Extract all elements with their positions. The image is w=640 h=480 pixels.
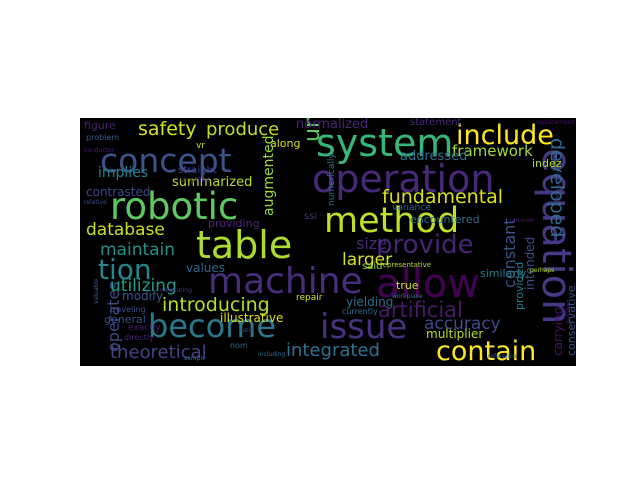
word-yielding: yielding — [346, 295, 394, 309]
word-repair: repair — [296, 293, 323, 303]
word-modify: modify — [122, 289, 164, 303]
word-reference: reference — [488, 353, 517, 360]
word-values: values — [186, 261, 226, 275]
word-tion: tion — [98, 253, 152, 286]
word-carrying: carrying — [551, 306, 565, 356]
word-ratio: ratio — [240, 327, 254, 334]
word-theoretical: theoretical — [110, 342, 207, 363]
word-simplified: simplified — [180, 177, 210, 184]
word-relative: relative — [84, 199, 107, 206]
word-ssi: ssi — [304, 211, 318, 222]
word-replacement: replacement — [536, 119, 574, 126]
word-robotic: robotic — [110, 185, 239, 228]
word-indez: indez — [532, 157, 562, 170]
word-true: true — [396, 279, 419, 292]
word-directly: directly — [124, 333, 154, 342]
word-summarized: summarized — [172, 175, 253, 190]
word-encountered: encountered — [410, 213, 480, 226]
word-allow: allow — [376, 261, 480, 307]
word-contrasted: contrasted — [86, 185, 151, 199]
word-size: size — [356, 234, 388, 253]
word-issue: issue — [320, 307, 408, 347]
word-perhaps: perhaps — [530, 267, 555, 274]
word-framework: framework — [452, 142, 533, 160]
word-traveling: traveling — [110, 305, 146, 314]
word-multiplier: multiplier — [426, 327, 484, 341]
word-illustrative: illustrative — [220, 311, 284, 325]
word-concept: concept — [100, 141, 232, 180]
word-accuracy: accuracy — [424, 314, 501, 334]
word-providing: providing — [208, 217, 260, 230]
word-numerically: numerically — [327, 153, 337, 206]
word-become: become — [148, 307, 277, 345]
word-uncover: uncover — [510, 217, 535, 224]
word-currently: currently — [342, 307, 378, 316]
word-nom: nom — [230, 341, 248, 350]
word-include: include — [456, 120, 554, 151]
word-introducing: introducing — [162, 294, 270, 316]
word-normalized: normalized — [296, 118, 369, 132]
word-provide: provide — [376, 230, 474, 260]
word-representative: representative — [380, 261, 432, 269]
word-contain: contain — [436, 336, 537, 366]
word-including: including — [258, 351, 286, 358]
word-fundamental: fundamental — [382, 186, 504, 208]
word-similarly: similarly — [480, 267, 527, 280]
word-database: database — [86, 220, 165, 240]
word-artificial: artificial — [378, 298, 463, 322]
word-sample: sample — [184, 355, 206, 362]
word-variance: variance — [392, 203, 431, 213]
word-table: table — [196, 223, 293, 267]
word-system: system — [316, 121, 454, 165]
word-vr: vr — [196, 141, 206, 151]
word-cloud: concept system include operation robotic… — [80, 118, 576, 366]
word-produce: produce — [206, 119, 280, 140]
word-straight: straight — [178, 165, 217, 176]
word-integrated: integrated — [286, 340, 380, 361]
word-said: said — [362, 261, 383, 272]
word-workplace: workplace — [392, 293, 423, 300]
word-problem: problem — [86, 133, 120, 142]
word-statement: statement — [410, 118, 462, 128]
word-measuring: measuring — [160, 287, 192, 294]
word-conductor: conductor — [84, 147, 115, 154]
word-machine: machine — [208, 261, 363, 302]
word-figure: figure — [84, 119, 116, 132]
word-along: along — [270, 137, 301, 150]
word-maintain: maintain — [100, 240, 176, 260]
word-larger: larger — [342, 250, 393, 270]
word-utilizing: utilizing — [110, 276, 177, 296]
word-decreased: decreased — [554, 172, 561, 204]
word-exactly: exactly — [128, 323, 161, 333]
word-implies: implies — [98, 165, 149, 181]
word-passive: passive — [565, 301, 572, 324]
word-method: method — [324, 201, 460, 241]
word-general: general — [104, 313, 146, 326]
word-valuable: valuable — [93, 278, 100, 304]
word-operation: operation — [312, 157, 495, 201]
word-safety: safety — [138, 118, 197, 140]
word-addressed: addressed — [400, 149, 468, 164]
